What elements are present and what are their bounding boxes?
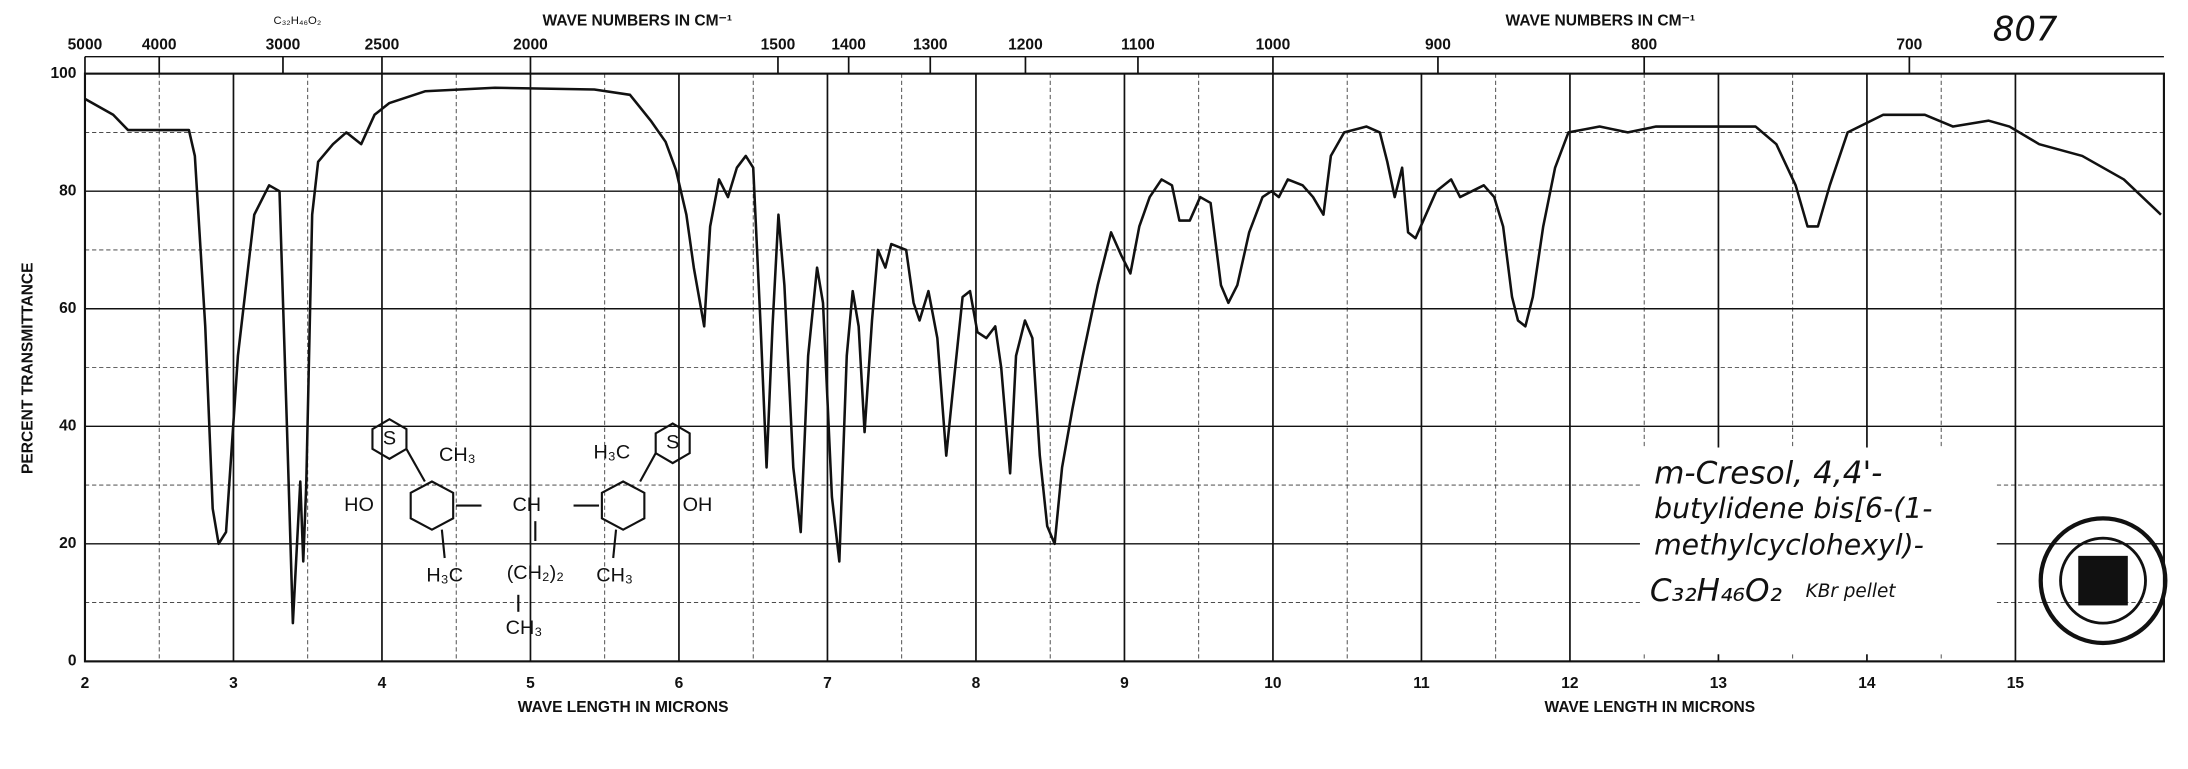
y-tick-label: 100 xyxy=(51,65,77,82)
structure-label: H₃C xyxy=(426,565,463,587)
page-number: 807 xyxy=(1993,10,2058,50)
x2-tick-label: 2000 xyxy=(513,36,548,53)
structure-label: HO xyxy=(344,494,374,516)
x2-tick-label: 700 xyxy=(1896,36,1922,53)
annotation-line: butylidene bis[6-(1- xyxy=(1654,492,1932,525)
x2-tick-label: 1400 xyxy=(831,36,866,53)
x2-tick-label: 4000 xyxy=(142,36,177,53)
x2-tick-label: 1500 xyxy=(761,36,796,53)
x-tick-label: 4 xyxy=(378,675,387,692)
x2-tick-label: 5000 xyxy=(68,36,103,53)
annotation-line: m-Cresol, 4,4'- xyxy=(1654,455,1882,491)
grid-layer: 0 20 40 60 80 100 2 3 4 5 6 7 8 9 10 11 12 13 14 15 5000 4000… xyxy=(51,36,2165,692)
bond xyxy=(405,448,426,483)
x-tick-label: 10 xyxy=(1264,675,1282,692)
structure-label: OH xyxy=(683,494,713,516)
y-tick-label: 0 xyxy=(68,652,77,669)
structure-label: CH xyxy=(513,494,542,516)
y-tick-label: 80 xyxy=(59,182,77,199)
logo xyxy=(2038,516,2168,646)
x2-tick-label: 800 xyxy=(1631,36,1657,53)
x2-tick-label: 1200 xyxy=(1008,36,1043,53)
x-tick-label: 9 xyxy=(1120,675,1129,692)
x-axis-title: WAVE LENGTH IN MICRONS xyxy=(1545,699,1756,716)
x-tick-label: 12 xyxy=(1561,675,1579,692)
x2-tick-label: 900 xyxy=(1425,36,1451,53)
y-tick-label: 40 xyxy=(59,417,77,434)
x-tick-label: 8 xyxy=(972,675,981,692)
structure-label: CH₃ xyxy=(506,617,543,639)
annotation-line: methylcyclohexyl)- xyxy=(1654,529,1924,562)
structure-label: S xyxy=(383,427,396,449)
structure-label: H₃C xyxy=(593,441,630,463)
structure-label: (CH₂)₂ xyxy=(507,562,564,584)
x-tick-label: 3 xyxy=(229,675,238,692)
bond xyxy=(612,529,618,559)
structure-label: CH₃ xyxy=(596,565,633,587)
x-tick-label: 13 xyxy=(1710,675,1728,692)
x2-tick-label: 1100 xyxy=(1121,36,1155,53)
logo-ring xyxy=(2038,516,2168,646)
annotation-box xyxy=(1639,447,1997,655)
logo-mark xyxy=(2078,555,2128,606)
benzene-ring xyxy=(409,480,455,531)
y-tick-label: 20 xyxy=(59,535,77,552)
x2-tick-label: 2500 xyxy=(365,36,400,53)
top-axis-title: WAVE NUMBERS IN CM⁻¹ xyxy=(1506,12,1696,29)
y-axis-title: PERCENT TRANSMITTANCE xyxy=(19,262,36,474)
x-tick-label: 14 xyxy=(1858,675,1876,692)
spectrum-line xyxy=(84,86,2162,625)
x2-tick-label: 1300 xyxy=(913,36,948,53)
x-tick-label: 2 xyxy=(81,675,90,692)
x-axis-title: WAVE LENGTH IN MICRONS xyxy=(518,699,729,716)
x2-tick-label: 3000 xyxy=(266,36,301,53)
annotation-note: KBr pellet xyxy=(1806,581,1897,602)
structure: S CH₃ HO CH OH H₃C S H₃C (CH₂)₂ CH₃ CH₃ xyxy=(344,417,713,639)
bond xyxy=(440,529,446,559)
formula-header: C₃₂H₄₆O₂ xyxy=(274,15,322,27)
x-tick-label: 15 xyxy=(2007,675,2025,692)
structure-label: S xyxy=(666,432,679,454)
logo-ring xyxy=(2059,536,2147,625)
plot-frame xyxy=(83,72,2165,663)
y-tick-label: 60 xyxy=(59,300,77,317)
x-tick-label: 11 xyxy=(1413,675,1430,692)
benzene-ring xyxy=(600,480,646,531)
annotation-formula: C₃₂H₄₆O₂ xyxy=(1650,573,1782,609)
x-tick-label: 6 xyxy=(675,675,684,692)
x-tick-label: 5 xyxy=(526,675,535,692)
annotation: m-Cresol, 4,4'- butylidene bis[6-(1- met… xyxy=(1639,447,1997,655)
marks-layer xyxy=(84,86,2162,625)
top-axis-title: WAVE NUMBERS IN CM⁻¹ xyxy=(543,12,733,29)
x2-tick-label: 1000 xyxy=(1256,36,1291,53)
structure-label: CH₃ xyxy=(439,444,476,466)
x-tick-label: 7 xyxy=(823,675,832,692)
bond xyxy=(639,452,657,483)
